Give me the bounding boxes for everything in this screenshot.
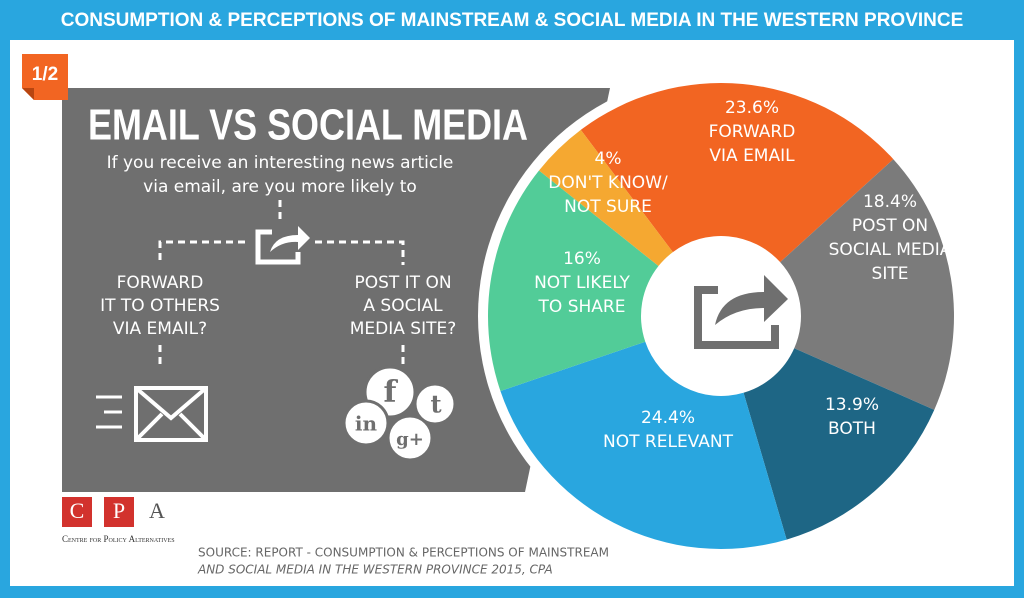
slice-label: POST ON bbox=[852, 216, 928, 236]
pie-slice bbox=[743, 348, 935, 540]
center-icon bbox=[694, 275, 788, 349]
value-label: 13.9% bbox=[825, 395, 879, 415]
source: SOURCE: REPORT - CONSUMPTION & PERCEPTIO… bbox=[198, 546, 609, 560]
slice-label: NOT RELEVANT bbox=[603, 432, 734, 452]
svg-text:f: f bbox=[384, 375, 399, 410]
option-left: VIA EMAIL? bbox=[113, 319, 207, 339]
slice-label: SOCIAL MEDIA bbox=[829, 240, 952, 260]
value-label: 23.6% bbox=[725, 98, 779, 118]
value-label: 4% bbox=[595, 149, 622, 169]
badge-text: 1/2 bbox=[32, 64, 58, 85]
slice-label: VIA EMAIL bbox=[709, 146, 795, 166]
question: If you receive an interesting news artic… bbox=[107, 153, 454, 173]
logo-letter: P bbox=[113, 498, 125, 523]
slice-label: NOT LIKELY bbox=[534, 273, 630, 293]
question: via email, are you more likely to bbox=[143, 177, 417, 197]
organization: Centre for Policy Alternatives bbox=[62, 534, 175, 544]
value-label: 18.4% bbox=[863, 192, 917, 212]
slice-label: NOT SURE bbox=[564, 197, 652, 217]
svg-text:t: t bbox=[430, 390, 441, 419]
logo-letter: C bbox=[70, 498, 85, 523]
pie-slice bbox=[488, 170, 659, 392]
header-title: CONSUMPTION & PERCEPTIONS OF MAINSTREAM … bbox=[61, 10, 964, 31]
source: AND SOCIAL MEDIA IN THE WESTERN PROVINCE… bbox=[197, 563, 553, 577]
svg-text:in: in bbox=[355, 412, 378, 436]
option-left: FORWARD bbox=[117, 273, 204, 293]
pie-slice bbox=[580, 83, 894, 263]
connectors bbox=[158, 200, 405, 368]
slice-label: BOTH bbox=[828, 419, 876, 439]
envelope-icon bbox=[96, 386, 208, 442]
pie-slice bbox=[500, 341, 787, 550]
logo-box bbox=[104, 497, 134, 527]
svg-text:g+: g+ bbox=[396, 429, 424, 450]
social-icons bbox=[342, 365, 457, 462]
social-letters: f t in g+ bbox=[355, 375, 442, 450]
option-right: POST IT ON bbox=[354, 273, 451, 293]
slice-label: SITE bbox=[872, 264, 909, 284]
pie-slice bbox=[539, 129, 673, 267]
option-right: MEDIA SITE? bbox=[350, 319, 457, 339]
value-label: 24.4% bbox=[641, 408, 695, 428]
donut-chart: 23.6% FORWARD VIA EMAIL 18.4% POST ON SOCIAL … bbox=[488, 83, 954, 550]
option-right: A SOCIAL bbox=[363, 296, 443, 316]
slice-label: FORWARD bbox=[709, 122, 796, 142]
badge-fold bbox=[22, 88, 34, 100]
panel bbox=[62, 88, 610, 492]
logo-box bbox=[62, 497, 92, 527]
slice-label: TO SHARE bbox=[538, 297, 626, 317]
panel-heading: EMAIL VS SOCIAL MEDIA bbox=[88, 101, 528, 150]
pie-slice bbox=[780, 159, 954, 410]
slice-label: DON'T KNOW/ bbox=[548, 173, 668, 193]
value-label: 16% bbox=[563, 249, 601, 269]
option-left: IT TO OTHERS bbox=[100, 296, 220, 316]
share-icon bbox=[255, 226, 310, 265]
logo-letter: A bbox=[149, 498, 165, 523]
